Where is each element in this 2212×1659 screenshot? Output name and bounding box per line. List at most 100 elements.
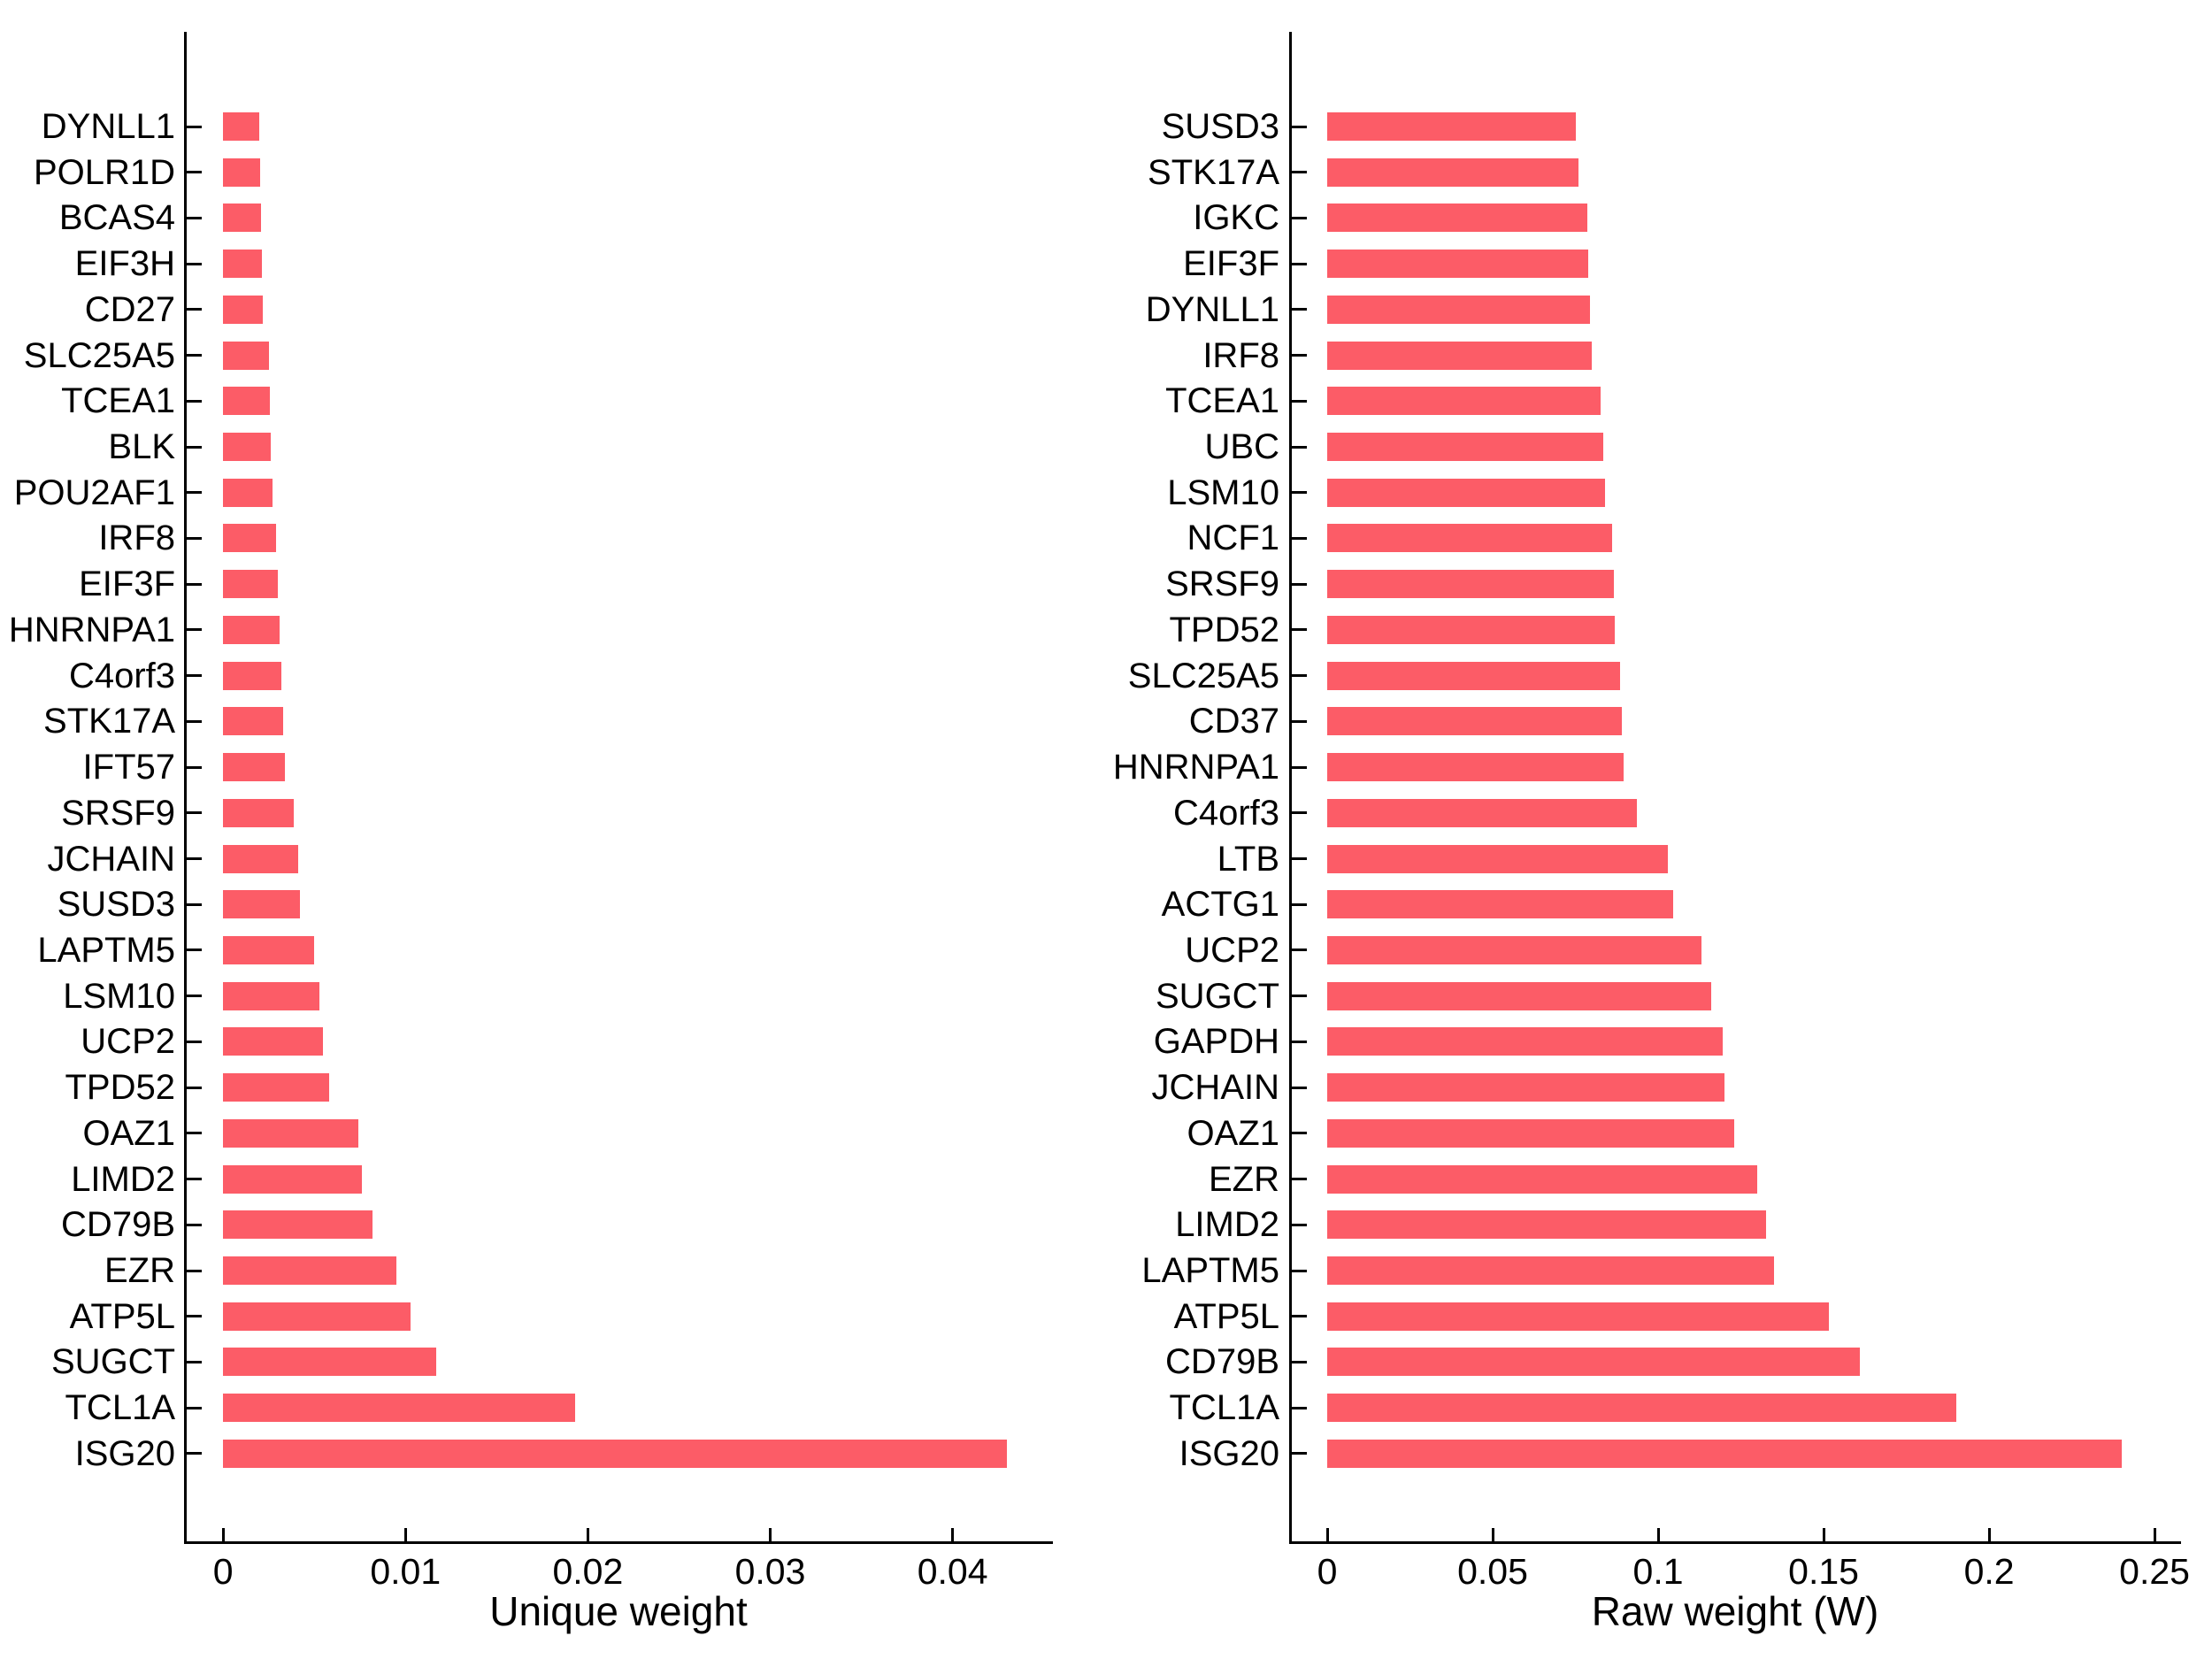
y-tick (1289, 582, 1307, 586)
bar (223, 1256, 396, 1285)
x-tick-label: 0.1 (1632, 1551, 1684, 1592)
y-tick (1289, 445, 1307, 449)
bar (1327, 387, 1601, 416)
y-tick (1289, 308, 1307, 311)
bar (1327, 1302, 1829, 1331)
y-tick-label: LTB (1217, 839, 1279, 879)
bar (223, 1439, 1008, 1468)
bar (223, 204, 262, 233)
bar (223, 981, 320, 1010)
y-tick (184, 857, 202, 861)
y-tick (1289, 1223, 1307, 1226)
bar (223, 1118, 358, 1148)
x-tick (1656, 1528, 1660, 1544)
y-tick-label: CD37 (1188, 702, 1279, 741)
bar (1327, 341, 1593, 370)
y-tick-label: SRSF9 (1165, 565, 1279, 604)
y-tick (184, 399, 202, 403)
bar (1327, 433, 1604, 462)
bar (223, 661, 282, 690)
y-tick (184, 1269, 202, 1272)
y-tick (184, 1040, 202, 1043)
y-tick-label: ATP5L (1173, 1296, 1279, 1336)
y-tick-label: EIF3F (79, 565, 175, 604)
bar (1327, 1394, 1956, 1423)
x-tick-label: 0.05 (1457, 1551, 1528, 1592)
bar (1327, 707, 1622, 736)
y-tick (1289, 125, 1307, 128)
bar (223, 1164, 362, 1194)
y-tick-label: CD27 (84, 289, 175, 329)
y-tick (184, 1223, 202, 1226)
y-tick-label: C4orf3 (1172, 793, 1279, 833)
y-tick (184, 1406, 202, 1409)
y-tick-label: NCF1 (1187, 518, 1279, 558)
y-tick-label: SLC25A5 (23, 335, 175, 375)
y-tick-label: DYNLL1 (1145, 289, 1279, 329)
y-tick (184, 949, 202, 952)
y-tick (184, 582, 202, 586)
bar (1327, 570, 1614, 599)
y-tick-label: SLC25A5 (1127, 656, 1279, 695)
y-tick-label: POU2AF1 (13, 472, 175, 512)
bar (223, 1348, 437, 1377)
y-tick-label: TPD52 (1169, 610, 1280, 649)
bar (223, 341, 269, 370)
bar (1327, 250, 1589, 279)
y-tick (1289, 995, 1307, 998)
y-tick (184, 491, 202, 495)
y-tick-label: TCEA1 (1165, 381, 1279, 421)
y-tick (1289, 1452, 1307, 1455)
y-tick-label: UCP2 (81, 1022, 175, 1062)
x-axis-line (1289, 1541, 2181, 1544)
y-tick-label: OAZ1 (82, 1113, 175, 1153)
y-tick-label: CD79B (61, 1205, 175, 1245)
y-tick (184, 308, 202, 311)
x-tick (1987, 1528, 1991, 1544)
bar (223, 478, 273, 507)
bar (1327, 478, 1606, 507)
bar (223, 615, 280, 644)
x-axis-line (184, 1541, 1053, 1544)
y-tick-label: TCEA1 (61, 381, 175, 421)
y-tick-label: EZR (104, 1251, 175, 1290)
y-tick-label: BCAS4 (58, 198, 175, 238)
y-tick-label: SUSD3 (57, 885, 175, 925)
y-tick (1289, 262, 1307, 265)
y-tick-label: IFT57 (82, 748, 175, 787)
y-tick (184, 445, 202, 449)
y-tick (1289, 765, 1307, 769)
x-tick (1822, 1528, 1825, 1544)
y-tick (184, 995, 202, 998)
bar (1327, 112, 1576, 141)
y-tick (184, 171, 202, 174)
y-tick (184, 354, 202, 357)
y-tick-label: GAPDH (1153, 1022, 1279, 1062)
bar (223, 753, 286, 782)
y-tick-label: IRF8 (1202, 335, 1279, 375)
y-tick-label: EIF3H (74, 244, 175, 284)
y-tick-label: CD79B (1165, 1342, 1279, 1382)
bar (1327, 157, 1579, 187)
bar (223, 935, 315, 964)
y-tick-label: HNRNPA1 (8, 610, 175, 649)
bar (223, 295, 264, 324)
y-tick-label: SUGCT (51, 1342, 175, 1382)
x-tick (1325, 1528, 1329, 1544)
y-tick (184, 1132, 202, 1135)
y-tick-label: UCP2 (1185, 930, 1279, 970)
x-tick-label: 0.04 (917, 1551, 988, 1592)
y-tick-label: SUSD3 (1161, 107, 1279, 146)
bar (1327, 1210, 1766, 1240)
bar (1327, 844, 1669, 873)
x-tick-label: 0.01 (370, 1551, 442, 1592)
y-tick-label: BLK (108, 427, 175, 467)
bar (1327, 798, 1637, 827)
x-axis-label-unique-weight: Unique weight (489, 1588, 748, 1634)
y-tick (1289, 674, 1307, 678)
y-tick-label: TCL1A (1169, 1388, 1280, 1428)
x-tick (768, 1528, 772, 1544)
bar (223, 112, 260, 141)
bar (1327, 935, 1701, 964)
x-tick (403, 1528, 407, 1544)
